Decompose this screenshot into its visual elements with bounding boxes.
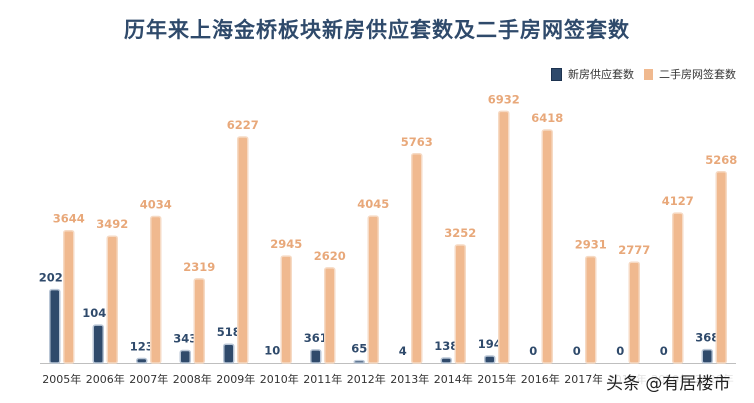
data-label-resale-2020年: 5268: [705, 153, 737, 167]
bar-new-2009年: [223, 343, 235, 364]
data-label-resale-2011年: 2620: [314, 249, 346, 263]
x-tick-label-2006年: 2006年: [86, 372, 125, 386]
chart-title: 历年来上海金桥板块新房供应套数及二手房网签套数: [124, 18, 630, 42]
data-label-new-2017年: 0: [573, 344, 581, 358]
data-label-new-2006年: 1042: [82, 306, 114, 320]
x-tick-label-2005年: 2005年: [42, 372, 81, 386]
bar-new-2014年: [440, 357, 452, 364]
data-label-resale-2008年: 2319: [183, 260, 215, 274]
legend: 新房供应套数 二手房网签套数: [551, 66, 736, 82]
x-tick-label-2014年: 2014年: [434, 372, 473, 386]
watermark: 头条 @有居楼市: [602, 366, 752, 396]
bar-resale-2005年: [63, 229, 75, 364]
bar-resale-2007年: [150, 215, 162, 364]
legend-swatch-resale: [644, 68, 653, 80]
data-label-resale-2006年: 3492: [96, 217, 128, 231]
data-label-new-2015年: 194: [478, 337, 502, 351]
data-label-new-2009年: 518: [217, 325, 241, 339]
bar-new-2011年: [310, 349, 322, 364]
bar-new-2005年: [49, 288, 61, 364]
bar-new-2006年: [92, 324, 104, 364]
x-tick-label-2012年: 2012年: [347, 372, 386, 386]
data-label-resale-2015年: 6932: [488, 92, 520, 106]
data-label-new-2010年: 10: [264, 344, 280, 358]
data-label-new-2007年: 123: [130, 340, 154, 354]
bar-resale-2006年: [106, 235, 118, 364]
bar-resale-2015年: [498, 110, 510, 364]
x-tick-label-2010年: 2010年: [260, 372, 299, 386]
bar-resale-2016年: [541, 129, 553, 364]
bar-resale-2010年: [280, 255, 292, 364]
bar-resale-2008年: [193, 278, 205, 364]
data-label-resale-2013年: 5763: [401, 135, 433, 149]
bar-new-2012年: [353, 359, 365, 364]
data-label-new-2013年: 4: [399, 344, 407, 358]
x-tick-label-2008年: 2008年: [173, 372, 212, 386]
x-tick-label-2017年: 2017年: [564, 372, 603, 386]
bar-resale-2012年: [367, 215, 379, 364]
data-label-new-2020年: 368: [695, 331, 719, 345]
data-label-resale-2019年: 4127: [662, 194, 694, 208]
bar-resale-2019年: [672, 212, 684, 364]
bar-resale-2013年: [411, 153, 423, 364]
legend-label-resale: 二手房网签套数: [659, 68, 736, 81]
x-tick-label-2015年: 2015年: [477, 372, 516, 386]
data-label-resale-2014年: 3252: [444, 226, 476, 240]
data-label-new-2014年: 138: [434, 339, 458, 353]
data-label-new-2019年: 0: [660, 344, 668, 358]
data-label-resale-2005年: 3644: [53, 212, 85, 226]
data-label-resale-2010年: 2945: [270, 237, 302, 251]
data-label-resale-2007年: 4034: [140, 198, 172, 212]
data-label-resale-2016年: 6418: [531, 111, 563, 125]
bar-new-2007年: [136, 357, 148, 364]
x-tick-label-2007年: 2007年: [129, 372, 168, 386]
bar-resale-2017年: [585, 255, 597, 364]
bar-resale-2018年: [628, 261, 640, 364]
data-label-new-2011年: 361: [304, 331, 328, 345]
data-label-new-2012年: 65: [351, 342, 367, 356]
data-label-resale-2009年: 6227: [227, 118, 259, 132]
bar-resale-2011年: [324, 267, 336, 364]
legend-label-new: 新房供应套数: [568, 68, 634, 81]
data-label-new-2005年: 2020: [39, 271, 71, 285]
data-label-new-2018年: 0: [616, 344, 624, 358]
legend-swatch-new: [551, 67, 562, 81]
bar-new-2015年: [484, 355, 496, 364]
data-label-resale-2018年: 2777: [618, 243, 650, 257]
bar-new-2008年: [179, 349, 191, 364]
x-tick-label-2016年: 2016年: [521, 372, 560, 386]
x-tick-label-2011年: 2011年: [303, 372, 342, 386]
x-tick-label-2009年: 2009年: [216, 372, 255, 386]
bar-new-2020年: [701, 348, 713, 364]
data-label-new-2008年: 343: [173, 332, 197, 346]
bar-resale-2020年: [715, 171, 727, 364]
bar-resale-2009年: [237, 136, 249, 364]
data-label-resale-2017年: 2931: [575, 238, 607, 252]
data-label-resale-2012年: 4045: [357, 197, 389, 211]
bar-resale-2014年: [454, 244, 466, 364]
data-label-new-2016年: 0: [529, 344, 537, 358]
x-tick-label-2013年: 2013年: [390, 372, 429, 386]
